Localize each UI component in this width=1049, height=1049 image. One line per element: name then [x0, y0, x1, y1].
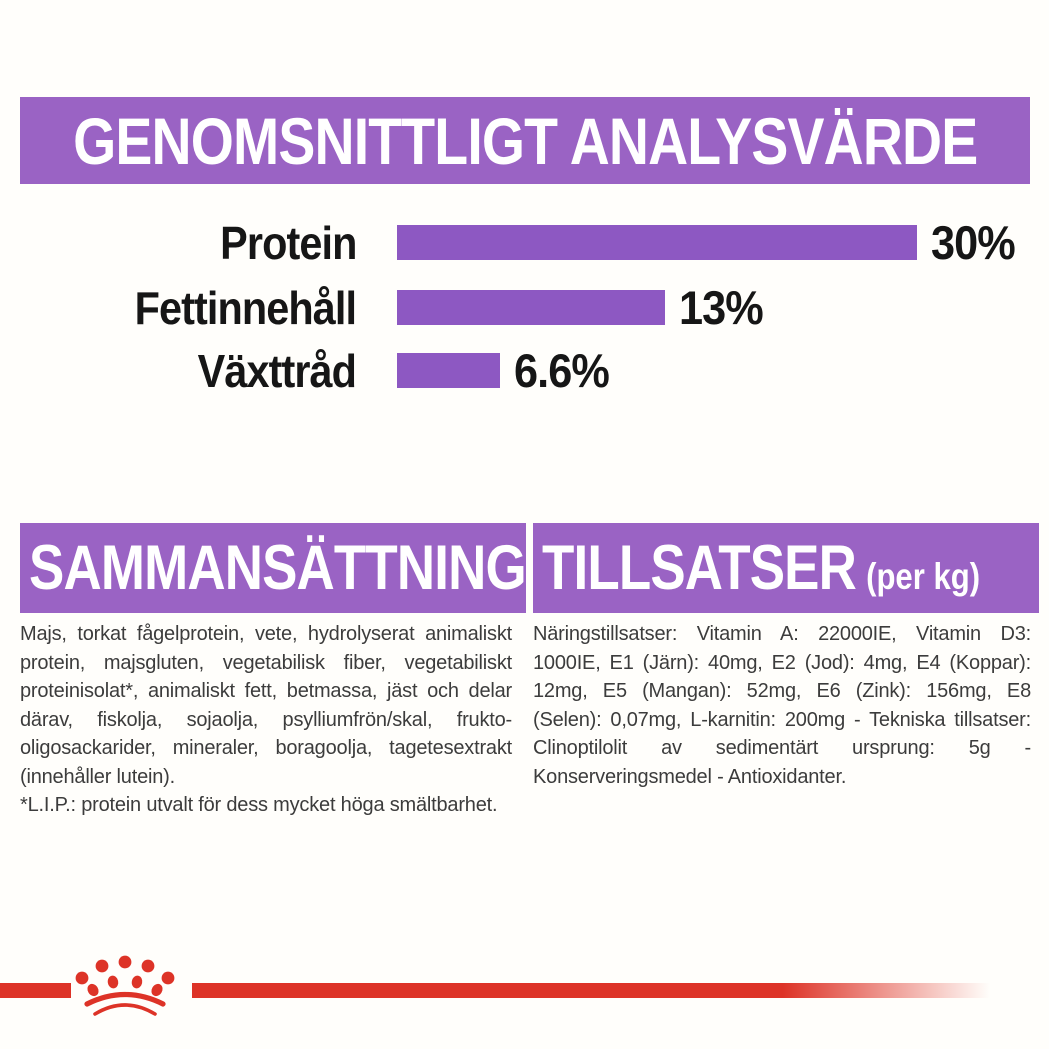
additives-banner: TILLSATSER (per kg) — [533, 523, 1039, 613]
chart-value-label: 30% — [931, 216, 1016, 269]
analysis-bar-chart: Protein 30% Fettinnehåll 13% Växttråd 6.6% — [0, 0, 1049, 450]
chart-category-label: Fettinnehåll — [134, 281, 356, 334]
composition-body: Majs, torkat fågelprotein, vete, hydroly… — [20, 623, 512, 788]
composition-footnote: *L.I.P.: protein utvalt för dess mycket … — [20, 794, 498, 816]
analysis-header-title: GENOMSNITTLIGT ANALYSVÄRDE — [72, 103, 978, 178]
chart-bar — [397, 225, 917, 260]
chart-value-label: 13% — [679, 281, 764, 334]
composition-text-block: Majs, torkat fågelprotein, vete, hydroly… — [20, 620, 512, 820]
chart-category-label: Växttråd — [197, 344, 357, 397]
footer-red-rule-right — [192, 983, 990, 998]
composition-title: SAMMANSÄTTNING — [29, 533, 527, 603]
additives-title-group: TILLSATSER (per kg) — [542, 532, 980, 604]
analysis-header-banner: GENOMSNITTLIGT ANALYSVÄRDE — [20, 97, 1030, 184]
chart-value-label: 6.6% — [514, 344, 610, 397]
composition-banner: SAMMANSÄTTNING — [20, 523, 527, 613]
chart-bar — [397, 290, 665, 325]
footer-red-rule-left — [0, 983, 71, 998]
chart-row-2: Växttråd 6.6% — [0, 344, 1049, 397]
chart-category-label: Protein — [219, 216, 357, 269]
chart-row-0: Protein 30% — [0, 216, 1049, 269]
additives-title: TILLSATSER — [542, 533, 857, 603]
additives-body: Näringstillsatser: Vitamin A: 22000IE, V… — [533, 623, 1031, 788]
additives-title-suffix: (per kg) — [866, 556, 981, 597]
additives-text-block: Näringstillsatser: Vitamin A: 22000IE, V… — [533, 620, 1031, 791]
chart-row-1: Fettinnehåll 13% — [0, 281, 1049, 334]
chart-bar — [397, 353, 500, 388]
royal-canin-crown-icon — [75, 955, 175, 1016]
